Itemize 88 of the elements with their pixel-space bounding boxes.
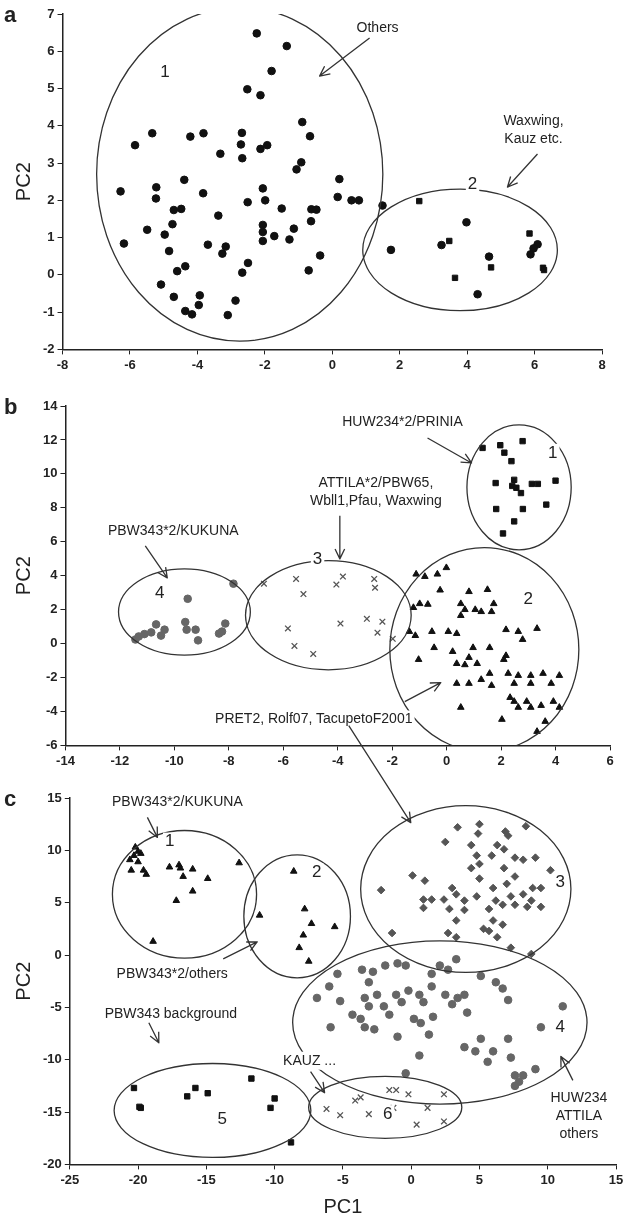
y-tick-label: -2: [43, 340, 55, 356]
y-tick-label: 8: [50, 499, 58, 515]
y-tick-label: 12: [42, 431, 58, 447]
x-tick-label: -15: [196, 1171, 216, 1187]
y-tick-label: 6: [50, 533, 58, 549]
y-tick-label: -10: [42, 1051, 62, 1067]
x-tick-label: -8: [56, 356, 69, 372]
y-tick-label: -1: [43, 303, 55, 319]
chart-title: a: [4, 2, 17, 28]
x-tick-label: -5: [337, 1171, 349, 1187]
y-tick-label: 2: [47, 191, 55, 207]
x-tick-label: 6: [606, 752, 614, 768]
x-tick-label: 0: [328, 356, 336, 372]
annotation: 2: [523, 589, 534, 609]
annotation: 5: [217, 1109, 227, 1129]
y-tick-label: 0: [50, 635, 58, 651]
x-tick-label: -2: [386, 752, 398, 768]
y-tick-label: 5: [54, 894, 62, 910]
y-tick-label: 10: [47, 841, 62, 857]
annotation: 6: [382, 1103, 393, 1123]
annotation: 2: [311, 861, 322, 881]
x-tick-label: -14: [56, 752, 76, 768]
annotation: PBW343*2/KUKUNA: [107, 521, 240, 538]
x-tick-label: -20: [128, 1171, 148, 1187]
y-tick-label: 7: [47, 5, 55, 21]
x-tick-label: 15: [608, 1171, 624, 1187]
annotation: ATTILA*2/PBW65, Wbll1,Pfau, Waxwing: [309, 473, 442, 508]
y-axis-title: PC2: [11, 162, 34, 202]
x-tick-label: -25: [60, 1171, 80, 1187]
y-tick-label: -15: [42, 1103, 62, 1119]
y-tick-label: -4: [45, 703, 59, 719]
chart-title: c: [4, 786, 17, 812]
x-tick-label: 2: [497, 752, 505, 768]
x-tick-label: 8: [598, 356, 606, 372]
x-tick-label: -10: [265, 1171, 285, 1187]
annotation: Others: [356, 18, 399, 35]
chart-title: b: [4, 394, 18, 420]
x-tick-label: -6: [124, 356, 136, 372]
y-tick-label: 4: [50, 567, 59, 583]
y-tick-label: 3: [47, 154, 55, 170]
x-tick-label: 10: [540, 1171, 555, 1187]
x-tick-label: -10: [164, 752, 184, 768]
x-tick-label: -6: [277, 752, 290, 768]
y-tick-label: 6: [47, 42, 55, 58]
x-tick-label: -12: [110, 752, 130, 768]
annotation: PBW343*2/KUKUNA: [112, 793, 244, 810]
y-tick-label: 0: [47, 266, 55, 282]
annotation: 2: [467, 174, 478, 194]
annotation: HUW234*2/PRINIA: [342, 412, 464, 429]
x-tick-label: -2: [259, 356, 271, 372]
x-tick-label: 0: [407, 1171, 415, 1187]
x-tick-label: 5: [475, 1171, 484, 1187]
annotation: 3: [312, 548, 323, 568]
annotation: HUW234 ATTILA others: [550, 1089, 608, 1142]
annotation: KAUZ ...: [283, 1051, 337, 1068]
y-tick-label: 14: [42, 397, 59, 413]
annotation: 1: [160, 62, 170, 82]
x-tick-label: 0: [443, 752, 451, 768]
y-tick-label: 5: [47, 80, 55, 96]
x-tick-label: 4: [551, 752, 560, 768]
y-tick-label: 0: [54, 946, 62, 962]
x-tick-label: 6: [530, 356, 539, 372]
annotation: PBW343*2/others: [116, 964, 228, 981]
y-tick-label: 1: [47, 229, 55, 245]
y-tick-label: 15: [47, 789, 62, 805]
annotation: PRET2, Rolf07, TacupetoF2001: [215, 710, 413, 727]
x-axis-title: PC1: [323, 1194, 363, 1217]
annotation: Waxwing, Kauz etc.: [503, 111, 564, 146]
y-tick-label: 4: [47, 117, 56, 133]
y-tick-label: -5: [50, 998, 62, 1014]
x-tick-label: -8: [223, 752, 235, 768]
x-tick-label: 4: [463, 356, 472, 372]
y-tick-label: -20: [42, 1155, 62, 1171]
x-tick-label: 2: [396, 356, 404, 372]
annotation: PBW343 background: [104, 1004, 237, 1021]
y-tick-label: -2: [45, 669, 58, 685]
y-axis-title: PC2: [11, 961, 34, 1001]
annotation: 4: [555, 1016, 566, 1036]
y-tick-label: -6: [45, 736, 58, 752]
y-tick-label: 10: [42, 465, 58, 481]
x-tick-label: -4: [191, 356, 204, 372]
annotation: 1: [165, 831, 175, 851]
x-tick-label: -4: [331, 752, 345, 768]
annotation: 3: [555, 871, 566, 891]
annotation: 4: [154, 583, 165, 603]
annotation: 1: [548, 442, 558, 462]
y-tick-label: 2: [50, 601, 58, 617]
y-axis-title: PC2: [11, 556, 34, 596]
